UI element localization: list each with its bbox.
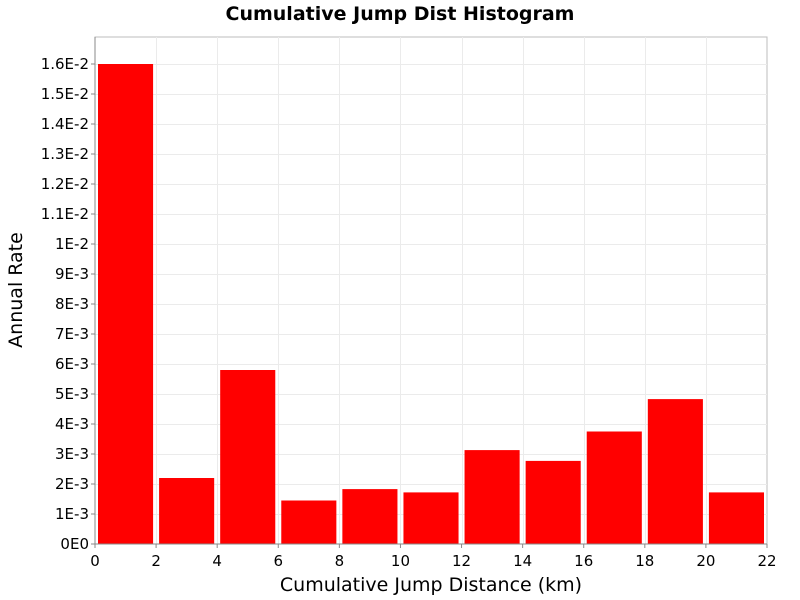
histogram-bar	[708, 492, 764, 544]
histogram-bar	[159, 478, 215, 544]
y-tick-label: 1.4E-2	[41, 115, 89, 133]
y-tick-label: 3E-3	[55, 445, 89, 463]
x-axis: 0 2 4 6 8 10 12 14 16 18 20 22	[90, 543, 777, 570]
x-tick-label: 12	[452, 552, 471, 570]
histogram-bar	[220, 370, 276, 544]
histogram-bar	[403, 492, 459, 544]
x-tick-label: 22	[757, 552, 776, 570]
plot-area	[94, 36, 768, 545]
y-tick-label: 1E-3	[55, 505, 89, 523]
x-tick-label: 6	[273, 552, 283, 570]
y-axis-label: Annual Rate	[5, 232, 27, 348]
y-tick-label: 2E-3	[55, 475, 89, 493]
y-tick-label: 1.2E-2	[41, 175, 89, 193]
x-ticks: 0 2 4 6 8 10 12 14 16 18 20 22	[90, 544, 777, 570]
y-tick-label: 1.5E-2	[41, 85, 89, 103]
y-tick-label: 0E0	[60, 535, 89, 553]
y-tick-label: 7E-3	[55, 325, 89, 343]
y-tick-label: 5E-3	[55, 385, 89, 403]
x-tick-label: 16	[574, 552, 593, 570]
y-axis: 0E0 1E-3 2E-3 3E-3 4E-3 5E-3 6E-3 7E-3 8E-3 9E-3 1…	[41, 37, 96, 553]
histogram-bar	[525, 460, 581, 544]
x-tick-label: 8	[335, 552, 345, 570]
histogram-bar	[281, 500, 337, 544]
x-tick-label: 2	[151, 552, 161, 570]
x-tick-label: 4	[212, 552, 222, 570]
y-tick-label: 1.6E-2	[41, 55, 89, 73]
y-ticks: 0E0 1E-3 2E-3 3E-3 4E-3 5E-3 6E-3 7E-3 8E-3 9E-3 1…	[41, 55, 95, 553]
histogram-bar	[647, 399, 703, 544]
histogram-bar	[586, 431, 642, 544]
histogram-bar	[98, 64, 154, 544]
histogram-bar	[342, 489, 398, 544]
histogram-bar	[464, 450, 520, 544]
y-tick-label: 9E-3	[55, 265, 89, 283]
x-tick-label: 18	[635, 552, 654, 570]
y-tick-label: 1.1E-2	[41, 205, 89, 223]
y-tick-label: 8E-3	[55, 295, 89, 313]
x-tick-label: 20	[696, 552, 715, 570]
chart-title: Cumulative Jump Dist Histogram	[226, 3, 575, 25]
x-axis-label: Cumulative Jump Distance (km)	[280, 574, 582, 596]
y-tick-label: 1.3E-2	[41, 145, 89, 163]
y-tick-label: 6E-3	[55, 355, 89, 373]
bars	[98, 64, 764, 544]
x-tick-label: 0	[90, 552, 100, 570]
x-tick-label: 14	[513, 552, 532, 570]
y-tick-label: 1E-2	[55, 235, 89, 253]
x-tick-label: 10	[391, 552, 410, 570]
y-tick-label: 4E-3	[55, 415, 89, 433]
